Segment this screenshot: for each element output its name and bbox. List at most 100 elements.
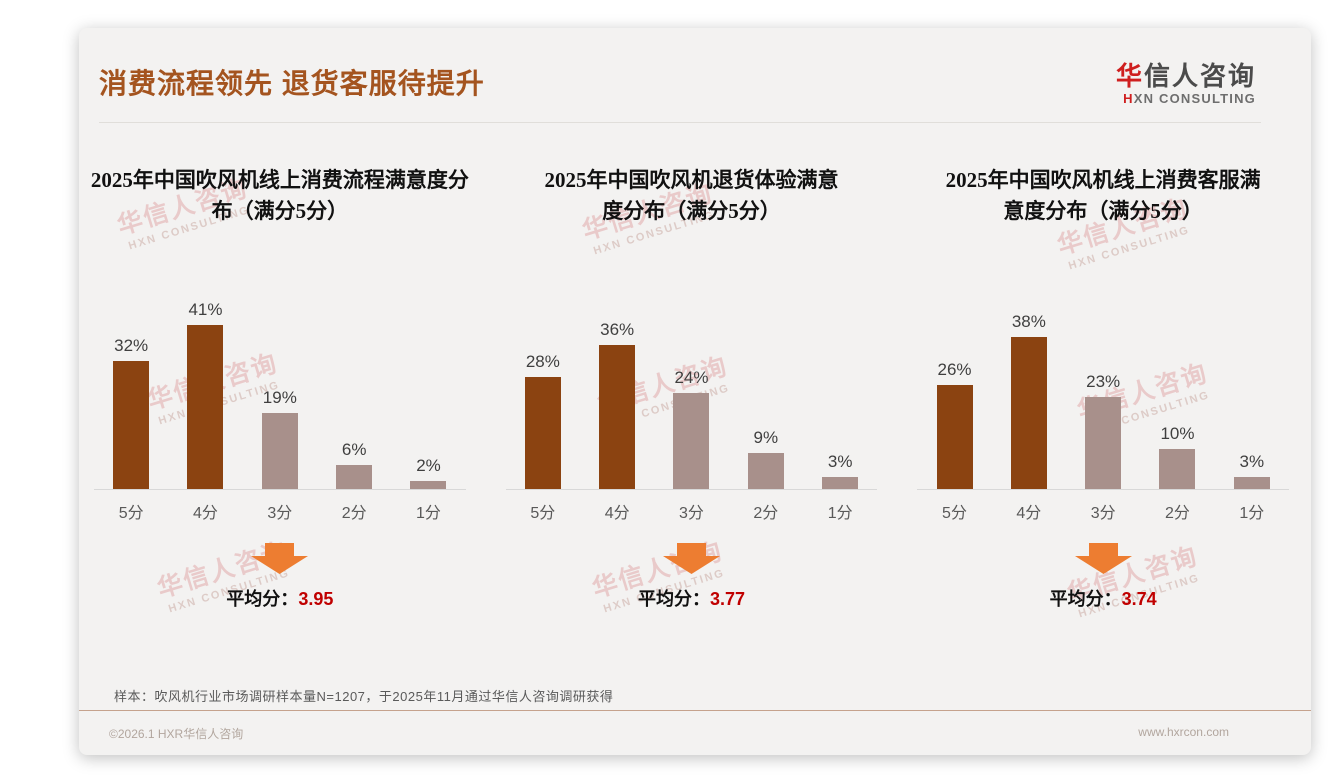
average-value: 3.74: [1121, 588, 1157, 609]
x-axis-tick-label: 3分: [267, 504, 293, 522]
chart-title: 2025年中国吹风机退货体验满意 度分布（满分5分）: [544, 167, 839, 224]
x-axis-tick-label: 4分: [193, 504, 218, 522]
logo-chinese-name: 华信人咨询: [1115, 61, 1256, 91]
average-label: 平均分：: [226, 588, 299, 609]
average-label: 平均分：: [637, 588, 710, 609]
bar-value-label: 19%: [262, 387, 297, 407]
x-axis-tick-label: 4分: [604, 504, 630, 522]
bar-slot-4分: 41%: [168, 300, 242, 489]
x-axis-tick-label: 5分: [118, 504, 144, 522]
bar-value-label: 9%: [753, 427, 779, 447]
average-score: 平均分：3.77: [506, 585, 878, 611]
sample-footnote: 样本：吹风机行业市场调研样本量N=1207，于2025年11月通过华信人咨询调研…: [114, 689, 614, 704]
bar: [113, 360, 150, 489]
x-axis-tick-label: 2分: [753, 504, 779, 522]
bar-slot-1分: 3%: [1215, 452, 1289, 489]
x-axis-tick-label: 1分: [1239, 504, 1265, 522]
down-arrow-icon: [663, 542, 720, 574]
chart-title: 2025年中国吹风机线上消费流程满意度分 布（满分5分）: [90, 167, 469, 224]
bar-value-label: 2%: [416, 455, 441, 475]
bar-slot-1分: 2%: [391, 456, 465, 489]
bar: [673, 392, 710, 489]
bar-slot-5分: 26%: [917, 360, 991, 489]
website-url: www.hxrcon.com: [1138, 725, 1229, 739]
x-axis-labels: 5分 4分 3分 2分 1分: [917, 499, 1289, 523]
x-axis-labels: 5分 4分 3分 2分 1分: [506, 499, 878, 523]
average-label: 平均分：: [1049, 588, 1122, 609]
x-axis-tick-label: 3分: [679, 504, 704, 522]
chart-plot-area: 28% 36% 24% 9% 3%: [505, 250, 878, 490]
average-score: 平均分：3.74: [917, 585, 1289, 611]
bar-slot-5分: 28%: [506, 352, 580, 489]
bar-value-label: 32%: [114, 335, 149, 355]
chart-plot-area: 32% 41% 19% 6% 2%: [94, 250, 466, 490]
bar-value-label: 6%: [341, 439, 367, 459]
x-axis-tick-label: 2分: [341, 504, 367, 522]
slide-header: 消费流程领先 退货客服待提升 华信人咨询 HXN CONSULTING: [79, 28, 1311, 106]
average-score: 平均分：3.95: [94, 585, 466, 611]
slide-footer: ©2026.1 HXR华信人咨询 www.hxrcon.com: [109, 725, 1229, 742]
bar-slot-4分: 38%: [992, 312, 1066, 489]
bar: [1159, 448, 1196, 489]
bar-value-label: 24%: [674, 367, 709, 387]
x-axis-tick-label: 1分: [827, 504, 853, 522]
x-axis-tick-label: 3分: [1090, 504, 1116, 522]
bar-value-label: 3%: [1239, 451, 1265, 471]
average-value: 3.95: [298, 588, 334, 609]
average-value: 3.77: [709, 588, 746, 609]
bar: [1010, 336, 1047, 489]
down-arrow-icon: [251, 542, 309, 574]
bar: [187, 324, 224, 489]
bar-value-label: 38%: [1011, 311, 1046, 331]
bar-value-label: 3%: [827, 451, 853, 471]
page-title: 消费流程领先 退货客服待提升: [99, 68, 485, 99]
copyright-text: ©2026.1 HXR华信人咨询: [109, 727, 244, 741]
arrow-container: [917, 542, 1289, 574]
bar: [747, 452, 784, 489]
x-axis-tick-label: 1分: [416, 504, 441, 522]
footer-divider: [79, 710, 1311, 711]
bar-chart: 2025年中国吹风机线上消费客服满 意度分布（满分5分） 26% 38% 23% 10%…: [917, 165, 1290, 611]
logo-english-name: HXN CONSULTING: [1123, 90, 1256, 106]
x-axis-tick-label: 5分: [942, 504, 967, 522]
title-divider: [99, 121, 1261, 123]
bar-chart: 2025年中国吹风机线上消费流程满意度分 布（满分5分） 32% 41% 19% 6% 2…: [91, 165, 469, 611]
bar: [410, 480, 447, 489]
bar-chart: 2025年中国吹风机退货体验满意 度分布（满分5分） 28% 36% 24% 9% 3% …: [505, 165, 878, 611]
bar: [599, 344, 636, 489]
bar-slot-3分: 24%: [654, 368, 728, 489]
bar-value-label: 26%: [937, 359, 972, 379]
bar-value-label: 36%: [600, 319, 635, 339]
arrow-container: [94, 542, 466, 574]
bar-slot-2分: 6%: [317, 440, 391, 489]
chart-plot-area: 26% 38% 23% 10% 3%: [917, 250, 1290, 490]
slide-card: 华信人咨询 HXN CONSULTING 华信人咨询 HXN CONSULTING 华信…: [79, 28, 1311, 755]
bar-value-label: 28%: [525, 351, 560, 371]
x-axis-tick-label: 4分: [1016, 504, 1042, 522]
bar-slot-3分: 23%: [1066, 372, 1140, 489]
bar: [822, 476, 859, 489]
bar: [1233, 476, 1270, 489]
bar: [261, 412, 298, 489]
bar: [336, 464, 373, 489]
x-axis-tick-label: 2分: [1165, 504, 1190, 522]
company-logo: 华信人咨询 HXN CONSULTING: [1116, 62, 1256, 106]
x-axis-labels: 5分 4分 3分 2分 1分: [94, 499, 466, 523]
bar-value-label: 23%: [1086, 371, 1121, 391]
bar-slot-2分: 9%: [729, 428, 803, 489]
bar-slot-1分: 3%: [803, 452, 877, 489]
down-arrow-icon: [1074, 542, 1132, 574]
bar-slot-3分: 19%: [243, 388, 317, 489]
arrow-container: [506, 542, 878, 574]
bar: [1085, 396, 1122, 489]
charts-row: 2025年中国吹风机线上消费流程满意度分 布（满分5分） 32% 41% 19% 6% 2…: [79, 165, 1311, 611]
bar-slot-4分: 36%: [580, 320, 654, 489]
bar: [524, 376, 561, 489]
bar-slot-2分: 10%: [1140, 424, 1214, 489]
bar-value-label: 10%: [1160, 423, 1195, 443]
chart-title: 2025年中国吹风机线上消费客服满 意度分布（满分5分）: [945, 167, 1261, 224]
x-axis-tick-label: 5分: [530, 504, 556, 522]
bar-value-label: 41%: [188, 299, 223, 319]
bar: [936, 384, 973, 489]
bar-slot-5分: 32%: [94, 336, 168, 489]
